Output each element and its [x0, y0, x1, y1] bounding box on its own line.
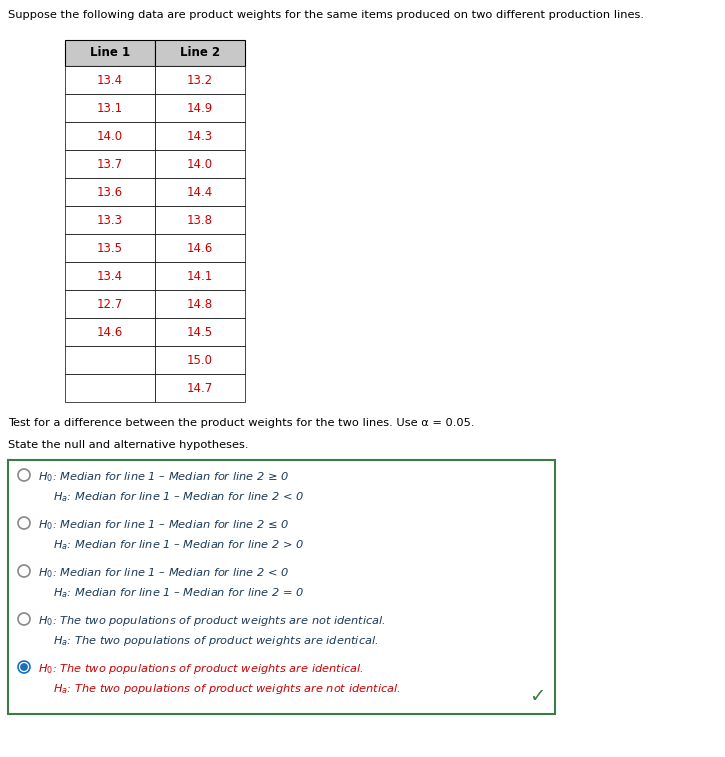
Bar	[65, 262, 155, 290]
Bar	[155, 66, 245, 94]
Text: 13.6: 13.6	[97, 185, 123, 198]
Text: Suppose the following data are product weights for the same items produced on tw: Suppose the following data are product w…	[8, 10, 644, 20]
Text: 14.0: 14.0	[97, 129, 123, 142]
Bar	[155, 234, 245, 262]
Bar	[65, 374, 155, 402]
Bar	[155, 318, 245, 346]
Text: 13.4: 13.4	[97, 269, 123, 282]
Text: 14.4: 14.4	[187, 185, 213, 198]
Circle shape	[18, 661, 30, 673]
Text: H$_{a}$: The two populations of product weights are identical.: H$_{a}$: The two populations of product …	[53, 634, 378, 648]
Text: 13.1: 13.1	[97, 101, 123, 114]
Text: 13.4: 13.4	[97, 73, 123, 86]
Bar	[65, 290, 155, 318]
Bar	[65, 66, 155, 94]
Bar	[65, 94, 155, 122]
Text: 14.0: 14.0	[187, 157, 213, 170]
Circle shape	[20, 663, 28, 671]
Bar	[65, 346, 155, 374]
Text: Test for a difference between the product weights for the two lines. Use α = 0.0: Test for a difference between the produc…	[8, 418, 474, 428]
Text: ✓: ✓	[529, 687, 545, 706]
Bar	[65, 178, 155, 206]
Text: 14.7: 14.7	[187, 382, 213, 394]
Text: Line 1: Line 1	[90, 46, 130, 60]
Text: 13.7: 13.7	[97, 157, 123, 170]
Circle shape	[18, 517, 30, 529]
Bar	[65, 318, 155, 346]
Text: H$_{a}$: Median for line 1 – Median for line 2 = 0: H$_{a}$: Median for line 1 – Median for …	[53, 586, 304, 600]
Bar	[155, 178, 245, 206]
Circle shape	[18, 469, 30, 481]
Bar	[155, 94, 245, 122]
Bar	[155, 374, 245, 402]
Bar	[155, 262, 245, 290]
Text: 13.8: 13.8	[187, 213, 213, 226]
Circle shape	[18, 613, 30, 625]
Bar	[155, 290, 245, 318]
Bar	[65, 150, 155, 178]
Text: State the null and alternative hypotheses.: State the null and alternative hypothese…	[8, 440, 249, 450]
Bar	[155, 40, 245, 66]
Bar	[8, 460, 555, 714]
Text: 15.0: 15.0	[187, 354, 213, 366]
Bar	[155, 122, 245, 150]
Text: 14.9: 14.9	[187, 101, 213, 114]
Text: H$_{a}$: Median for line 1 – Median for line 2 < 0: H$_{a}$: Median for line 1 – Median for …	[53, 490, 304, 504]
Text: 12.7: 12.7	[97, 298, 123, 310]
Text: 14.6: 14.6	[187, 241, 213, 254]
Text: H$_{0}$: The two populations of product weights are not identical.: H$_{0}$: The two populations of product …	[38, 614, 386, 628]
Text: 13.5: 13.5	[97, 241, 123, 254]
Bar	[65, 40, 155, 66]
Text: 14.3: 14.3	[187, 129, 213, 142]
Bar	[65, 122, 155, 150]
Bar	[65, 206, 155, 234]
Text: Line 2: Line 2	[180, 46, 220, 60]
Bar	[155, 150, 245, 178]
Text: 14.1: 14.1	[187, 269, 213, 282]
Bar	[155, 206, 245, 234]
Text: 13.2: 13.2	[187, 73, 213, 86]
Text: 14.8: 14.8	[187, 298, 213, 310]
Circle shape	[18, 565, 30, 577]
Text: 14.6: 14.6	[97, 326, 123, 338]
Bar	[65, 234, 155, 262]
Bar	[155, 346, 245, 374]
Text: H$_{0}$: Median for line 1 – Median for line 2 < 0: H$_{0}$: Median for line 1 – Median for …	[38, 566, 289, 580]
Text: 13.3: 13.3	[97, 213, 123, 226]
Text: 14.5: 14.5	[187, 326, 213, 338]
Text: H$_{0}$: Median for line 1 – Median for line 2 ≥ 0: H$_{0}$: Median for line 1 – Median for …	[38, 470, 289, 484]
Text: H$_{a}$: Median for line 1 – Median for line 2 > 0: H$_{a}$: Median for line 1 – Median for …	[53, 538, 304, 552]
Text: H$_{0}$: Median for line 1 – Median for line 2 ≤ 0: H$_{0}$: Median for line 1 – Median for …	[38, 518, 289, 532]
Text: H$_{a}$: The two populations of product weights are not identical.: H$_{a}$: The two populations of product …	[53, 682, 401, 696]
Text: H$_{0}$: The two populations of product weights are identical.: H$_{0}$: The two populations of product …	[38, 662, 364, 676]
